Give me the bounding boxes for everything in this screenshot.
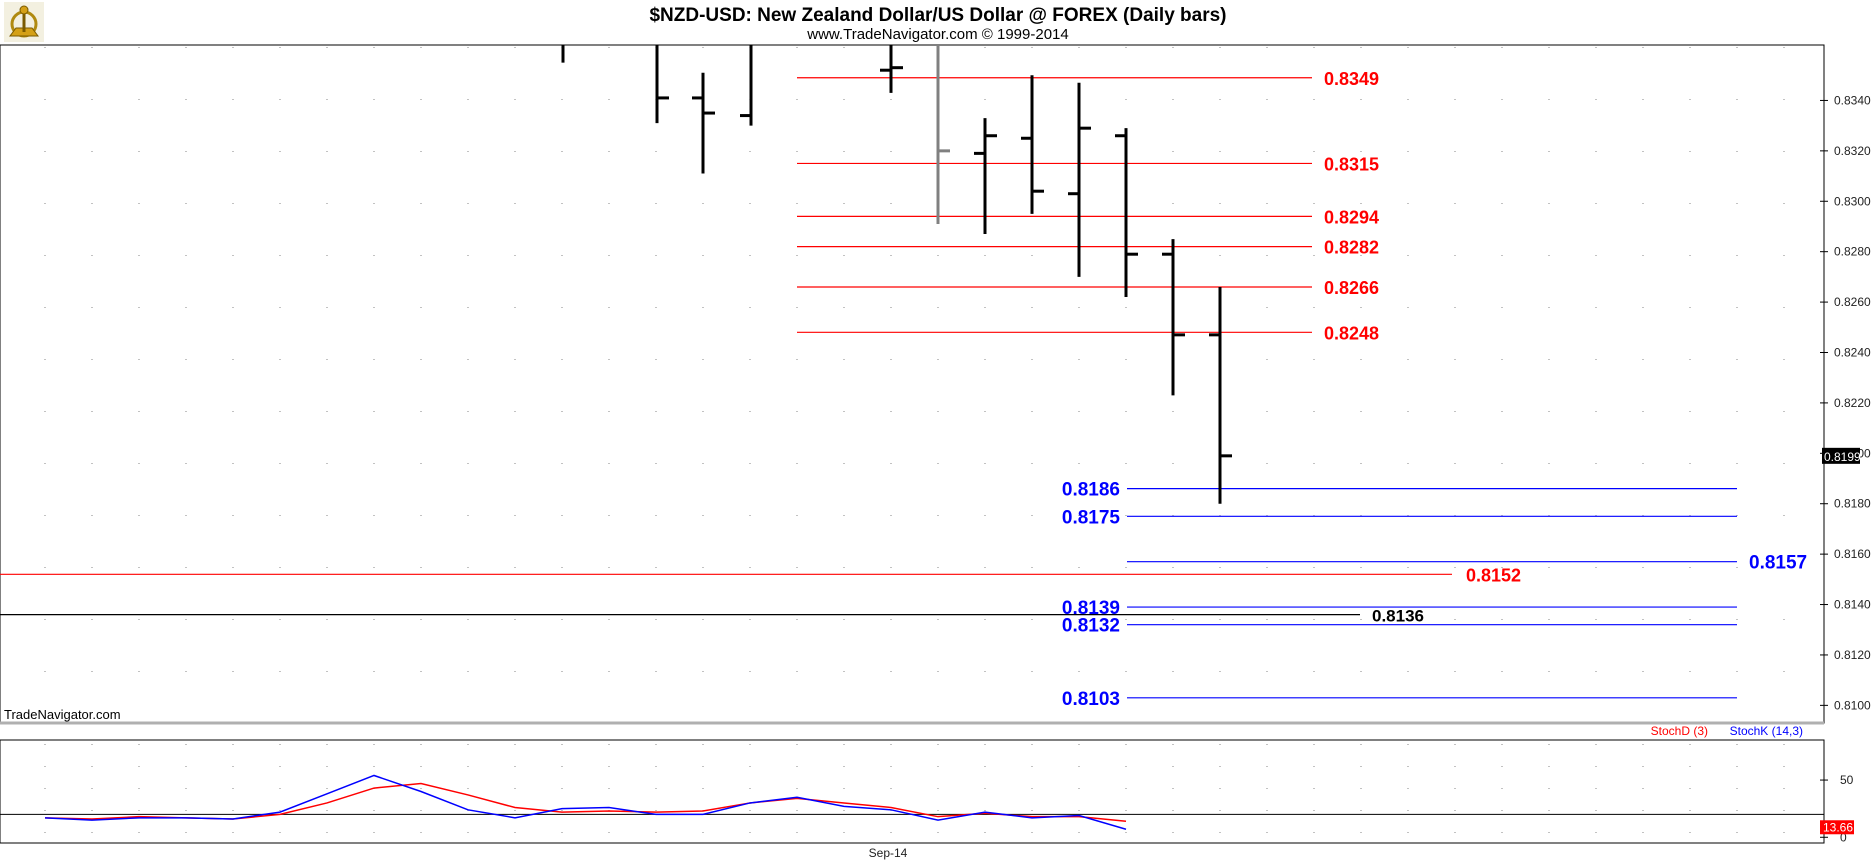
watermark: TradeNavigator.com xyxy=(4,707,121,722)
ohlc-bar xyxy=(1068,82,1091,277)
level-label-0.8132: 0.8132 xyxy=(1062,616,1120,637)
chart-title: $NZD-USD: New Zealand Dollar/US Dollar @… xyxy=(649,5,1226,26)
oscillator-value-tag-label: 13.66 xyxy=(1823,820,1853,834)
price-bars xyxy=(561,45,1232,504)
level-label-0.8186: 0.8186 xyxy=(1062,480,1120,501)
level-label-0.8103: 0.8103 xyxy=(1062,689,1120,710)
level-label-0.8315: 0.8315 xyxy=(1324,154,1379,174)
x-axis: Sep-14 xyxy=(869,846,908,860)
level-label-0.8266: 0.8266 xyxy=(1324,278,1379,298)
level-label-0.8136: 0.8136 xyxy=(1372,607,1424,626)
ohlc-bar xyxy=(880,45,903,93)
price-levels: 0.8349 0.8315 0.8294 0.8282 0.8266 0.8248 0.81… xyxy=(0,69,1807,710)
level-label-0.8248: 0.8248 xyxy=(1324,323,1379,343)
x-tick-label: Sep-14 xyxy=(869,846,908,860)
trade-navigator-logo-icon xyxy=(4,2,44,42)
ohlc-bar xyxy=(1021,75,1044,214)
stoch-k-line xyxy=(44,774,1127,830)
y-tick-label: 0.8300 xyxy=(1834,194,1871,208)
level-label-0.8294: 0.8294 xyxy=(1324,207,1379,227)
oscillator-value-tag: 13.66 xyxy=(1820,820,1854,835)
ohlc-bar xyxy=(692,72,715,174)
legend-stoch-d: StochD (3) xyxy=(1651,724,1708,738)
ohlc-bar xyxy=(1209,286,1232,504)
oscillator-pane xyxy=(0,739,1825,844)
price-pane xyxy=(0,44,1825,724)
ohlc-bar xyxy=(1162,239,1185,396)
oscillator-value-tag-box xyxy=(1820,820,1854,835)
level-label-0.8175: 0.8175 xyxy=(1062,507,1121,528)
y-tick-label: 0.8280 xyxy=(1834,245,1871,259)
level-label-0.8139: 0.8139 xyxy=(1062,598,1120,619)
oscillator-tick-label: 50 xyxy=(1840,773,1854,787)
y-tick-label: 0.8100 xyxy=(1834,698,1871,712)
ohlc-bar xyxy=(1115,128,1138,298)
ohlc-bar xyxy=(655,45,669,124)
oscillator-tick-label: 0 xyxy=(1840,830,1847,844)
y-tick-label: 0.8120 xyxy=(1834,648,1871,662)
y-tick-label: 0.8320 xyxy=(1834,144,1871,158)
last-price-tag: 0.8199 xyxy=(1822,447,1861,464)
ohlc-bar xyxy=(936,45,950,224)
y-tick-label: 0.8140 xyxy=(1834,598,1871,612)
level-label-0.8349: 0.8349 xyxy=(1324,69,1379,89)
legend-stoch-k: StochK (14,3) xyxy=(1730,724,1803,738)
y-tick-label: 0.8240 xyxy=(1834,345,1871,359)
ohlc-bar xyxy=(974,118,997,235)
last-price-tag-label: 0.8199 xyxy=(1824,450,1861,464)
oscillator-lines xyxy=(44,774,1127,830)
y-tick-label: 0.8340 xyxy=(1834,93,1871,107)
oscillator-axis: 50 013.66 xyxy=(1820,773,1854,844)
last-price-tag-box xyxy=(1822,447,1860,464)
chart-subtitle: www.TradeNavigator.com © 1999-2014 xyxy=(806,26,1068,43)
y-tick-label: 0.8160 xyxy=(1834,547,1871,561)
price-axis: 0.8340 0.8320 0.8300 0.8280 0.8260 0.8240 0.82… xyxy=(1820,93,1871,712)
level-label-0.8152: 0.8152 xyxy=(1466,565,1521,585)
y-tick-label: 0.8260 xyxy=(1834,295,1871,309)
level-label-0.8157: 0.8157 xyxy=(1749,553,1807,574)
y-tick-label: 0.8220 xyxy=(1834,396,1871,410)
level-label-0.8282: 0.8282 xyxy=(1324,238,1379,258)
ohlc-bar xyxy=(740,45,753,126)
y-tick-label: 0.8180 xyxy=(1834,497,1871,511)
